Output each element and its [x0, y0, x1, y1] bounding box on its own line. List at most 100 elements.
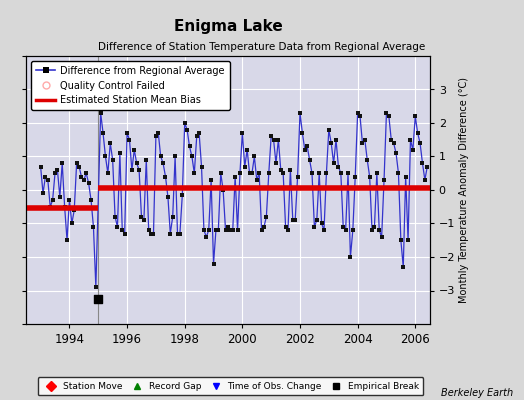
Point [204, 227, 213, 233]
Point [406, 136, 414, 143]
Point [279, 170, 287, 176]
Point [368, 227, 376, 233]
Point [342, 227, 350, 233]
Title: Enigma Lake: Enigma Lake [173, 19, 282, 34]
Point [180, 120, 189, 126]
Point [51, 170, 59, 176]
Point [111, 214, 119, 220]
Point [305, 157, 314, 163]
Point [70, 207, 79, 213]
Point [358, 140, 367, 146]
Point [173, 230, 182, 237]
Point [303, 143, 311, 150]
Point [387, 136, 396, 143]
Point [413, 130, 422, 136]
Point [92, 284, 100, 290]
Point [336, 170, 345, 176]
Point [96, 110, 105, 116]
Point [60, 204, 69, 210]
Point [48, 197, 57, 203]
Point [375, 227, 384, 233]
Point [84, 180, 93, 186]
Point [123, 130, 131, 136]
Point [262, 214, 270, 220]
Point [356, 113, 364, 120]
Point [118, 227, 126, 233]
Point [301, 146, 309, 153]
Point [293, 173, 302, 180]
Point [399, 264, 408, 270]
Point [322, 170, 331, 176]
Point [82, 170, 91, 176]
Point [361, 136, 369, 143]
Point [248, 170, 256, 176]
Point [324, 126, 333, 133]
Point [58, 160, 67, 166]
Point [389, 140, 398, 146]
Point [394, 170, 402, 176]
Point [253, 177, 261, 183]
Point [401, 173, 410, 180]
Point [236, 170, 244, 176]
Point [277, 167, 285, 173]
Point [226, 227, 235, 233]
Point [380, 177, 388, 183]
Point [154, 130, 162, 136]
Point [308, 170, 316, 176]
Point [313, 217, 321, 223]
Point [348, 227, 357, 233]
Point [416, 140, 424, 146]
Point [409, 146, 417, 153]
Point [128, 167, 136, 173]
Point [212, 227, 220, 233]
Point [216, 170, 225, 176]
Point [286, 167, 294, 173]
Point [147, 230, 155, 237]
Point [272, 160, 280, 166]
Point [53, 167, 62, 173]
Point [365, 173, 374, 180]
Point [373, 170, 381, 176]
Point [334, 163, 343, 170]
Point [269, 136, 278, 143]
Point [344, 170, 352, 176]
Point [121, 230, 129, 237]
Point [257, 227, 266, 233]
Point [404, 237, 412, 244]
Point [332, 136, 340, 143]
Point [245, 170, 254, 176]
Point [66, 197, 74, 203]
Point [192, 133, 201, 140]
Point [274, 136, 282, 143]
Point [161, 173, 170, 180]
Point [385, 113, 393, 120]
Point [41, 173, 50, 180]
Point [207, 177, 215, 183]
Point [260, 224, 268, 230]
Point [108, 157, 117, 163]
Point [133, 160, 141, 166]
Point [351, 173, 359, 180]
Point [183, 126, 191, 133]
Point [113, 224, 122, 230]
Point [75, 163, 83, 170]
Point [241, 163, 249, 170]
Point [178, 192, 187, 198]
Point [221, 227, 230, 233]
Point [330, 160, 338, 166]
Point [157, 153, 165, 160]
Point [238, 130, 246, 136]
Point [392, 150, 400, 156]
Point [202, 234, 211, 240]
Point [346, 254, 355, 260]
Point [233, 227, 242, 233]
Point [116, 150, 124, 156]
Point [377, 234, 386, 240]
Legend: Difference from Regional Average, Quality Control Failed, Estimated Station Mean: Difference from Regional Average, Qualit… [31, 61, 230, 110]
Point [101, 153, 110, 160]
Point [255, 170, 264, 176]
Point [281, 224, 290, 230]
Point [46, 204, 54, 210]
Text: Difference of Station Temperature Data from Regional Average: Difference of Station Temperature Data f… [99, 42, 425, 52]
Point [142, 157, 150, 163]
